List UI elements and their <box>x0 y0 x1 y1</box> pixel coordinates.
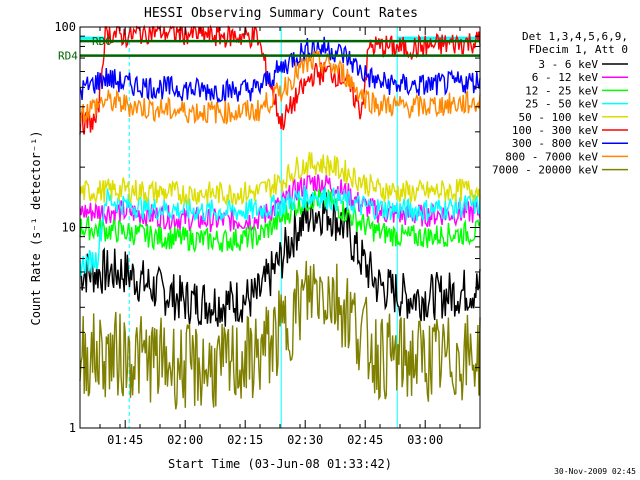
timestamp-footer: 30-Nov-2009 02:45 <box>554 467 636 476</box>
x-tick-label: 02:00 <box>167 433 203 447</box>
annotation-label: RD4 <box>58 50 78 63</box>
legend-entry-label: 300 - 800 keV <box>512 137 598 150</box>
series-line-2 <box>79 188 481 253</box>
x-tick-label: 01:45 <box>107 433 143 447</box>
legend-entry-label: 7000 - 20000 keV <box>492 164 598 177</box>
annotation-label: RD0 <box>92 35 112 48</box>
legend-entry-label: 12 - 25 keV <box>525 84 598 97</box>
x-tick-label: 02:15 <box>227 433 263 447</box>
y-tick-label: 1 <box>69 421 76 435</box>
legend-entry-label: 800 - 7000 keV <box>505 150 598 163</box>
legend-header-line-2: FDecim 1, Att 0 <box>529 43 628 56</box>
legend-entry-label: 6 - 12 keV <box>532 71 599 84</box>
series-line-4 <box>79 151 481 207</box>
x-tick-label: 02:30 <box>287 433 323 447</box>
x-tick-label: 03:00 <box>407 433 443 447</box>
plot-area: RD0 RD4 <box>58 24 481 428</box>
x-tick-label: 02:45 <box>347 433 383 447</box>
y-tick-label: 10 <box>62 221 76 235</box>
legend-header-line-1: Det 1,3,4,5,6,9, <box>522 30 628 43</box>
series-line-6 <box>79 36 481 105</box>
series-line-7 <box>79 48 481 125</box>
series-line-8 <box>79 260 481 410</box>
chart-title: HESSI Observing Summary Count Rates <box>144 6 418 21</box>
legend-entry-label: 25 - 50 keV <box>525 98 598 111</box>
axes: 01:45 02:00 02:15 02:30 02:45 03:00 1 10 100 <box>54 20 481 447</box>
legend-entry-label: 100 - 300 keV <box>512 124 598 137</box>
legend-entry-label: 50 - 100 keV <box>519 111 599 124</box>
series-line-0 <box>79 192 481 327</box>
x-axis-label: Start Time (03-Jun-08 01:33:42) <box>168 457 392 471</box>
legend: Det 1,3,4,5,6,9, FDecim 1, Att 0 3 - 6 k… <box>492 30 628 177</box>
y-tick-label: 100 <box>54 20 76 34</box>
y-axis-label: Count Rate (s⁻¹ detector⁻¹) <box>29 130 43 325</box>
legend-entry-label: 3 - 6 keV <box>538 58 598 71</box>
